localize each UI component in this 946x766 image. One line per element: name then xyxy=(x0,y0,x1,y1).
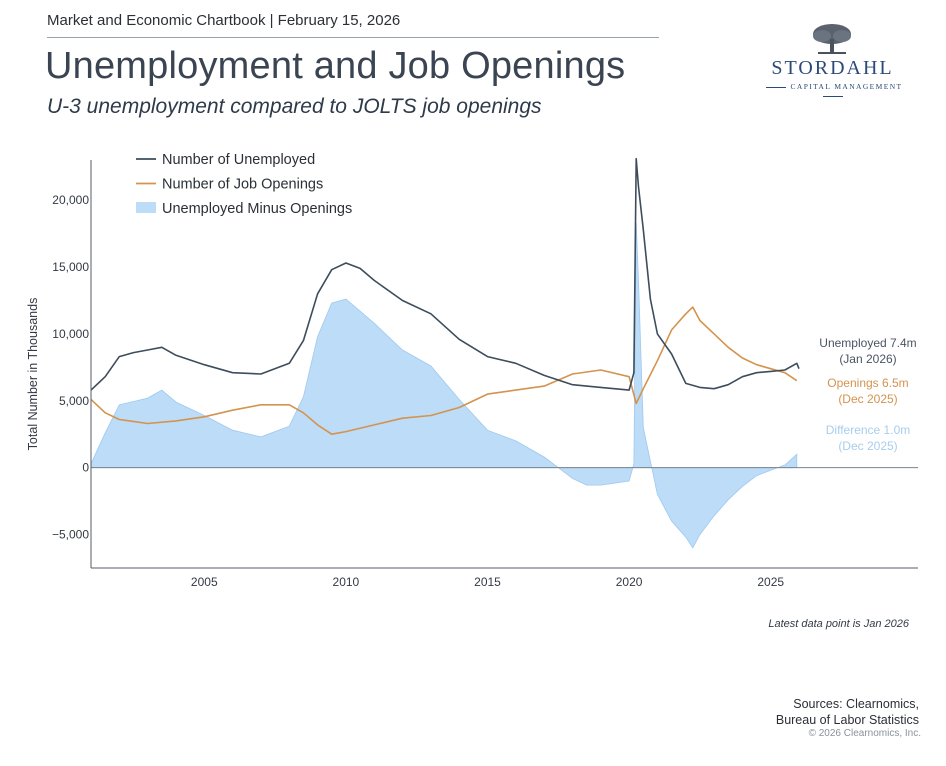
x-tick-label: 2020 xyxy=(616,575,643,589)
x-tick-label: 2005 xyxy=(191,575,218,589)
logo-name: STORDAHL xyxy=(771,57,894,79)
end-label-date: (Jan 2026) xyxy=(839,352,896,366)
x-tick-label: 2025 xyxy=(757,575,784,589)
x-tick-label: 2010 xyxy=(333,575,360,589)
y-tick-label: 15,000 xyxy=(52,260,89,274)
end-label: Unemployed 7.4m xyxy=(819,336,916,350)
legend-swatch xyxy=(136,202,156,213)
legend-label: Number of Job Openings xyxy=(162,177,323,193)
series-unemployed-line xyxy=(90,157,800,391)
chartbook-header: Market and Economic Chartbook | February… xyxy=(47,12,401,29)
end-label-date: (Dec 2025) xyxy=(838,439,897,453)
y-tick-label: 0 xyxy=(82,461,89,475)
legend-label: Number of Unemployed xyxy=(162,152,315,168)
end-label-date: (Dec 2025) xyxy=(838,392,897,406)
page-subtitle: U-3 unemployment compared to JOLTS job o… xyxy=(47,95,542,118)
copyright: © 2026 Clearnomics, Inc. xyxy=(808,728,921,739)
y-axis-label: Total Number in Thousands xyxy=(26,298,40,451)
chart: −5,000 0 5,000 10,000 15,000 20,000 2005 2010 20… xyxy=(26,152,918,589)
y-tick-label: −5,000 xyxy=(52,528,89,542)
series-openings-line xyxy=(90,306,798,436)
logo-tagline: CAPITAL MANAGEMENT xyxy=(760,82,905,100)
end-label: Difference 1.0m xyxy=(826,423,911,437)
y-tick-label: 10,000 xyxy=(52,327,89,341)
latest-data-note: Latest data point is Jan 2026 xyxy=(768,618,909,630)
sources-line-2: Bureau of Labor Statistics xyxy=(775,713,919,727)
company-logo: STORDAHL CAPITAL MANAGEMENT xyxy=(760,22,905,94)
sources-line-1: Sources: Clearnomics, xyxy=(793,697,919,711)
header-divider xyxy=(47,37,659,38)
y-tick-label: 20,000 xyxy=(52,193,89,207)
end-label: Openings 6.5m xyxy=(827,376,908,390)
tree-icon xyxy=(813,24,851,54)
legend-label: Unemployed Minus Openings xyxy=(162,201,352,217)
x-tick-label: 2015 xyxy=(474,575,501,589)
page-title: Unemployment and Job Openings xyxy=(45,45,626,87)
sources: Sources: Clearnomics, Bureau of Labor St… xyxy=(776,696,919,728)
y-tick-label: 5,000 xyxy=(59,394,89,408)
